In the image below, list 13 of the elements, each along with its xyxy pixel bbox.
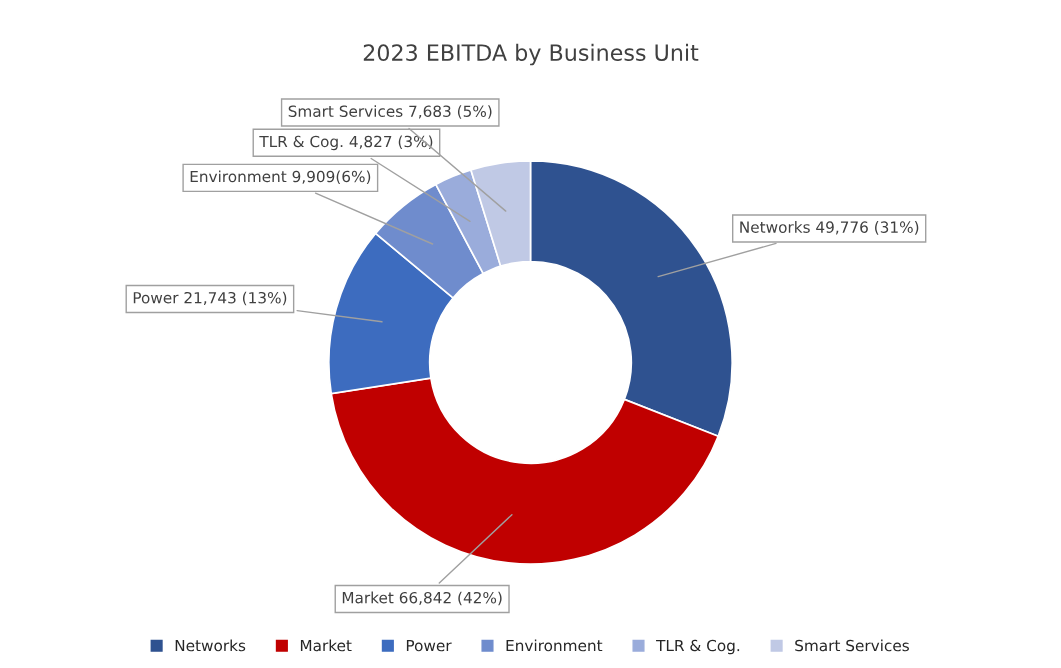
- legend-label: Power: [406, 639, 452, 652]
- category-label: Environment 9,909(6%): [190, 170, 371, 185]
- category-label: TLR & Cog. 4,827 (3%): [259, 135, 433, 151]
- legend-label: Environment: [506, 639, 603, 652]
- legend-label: Smart Services: [795, 639, 909, 652]
- category-label: Smart Services 7,683 (5%): [288, 105, 492, 119]
- category-label: Power 21,743 (13%): [133, 291, 287, 306]
- chart-title: 2023 EBITDA by Business Unit: [363, 43, 699, 66]
- legend-label: TLR & Cog.: [656, 639, 740, 655]
- legend-label: Networks: [175, 639, 246, 652]
- legend-label: Market: [300, 639, 352, 652]
- category-label: Market 66,842 (42%): [342, 591, 502, 606]
- category-label: Networks 49,776 (31%): [740, 221, 919, 235]
